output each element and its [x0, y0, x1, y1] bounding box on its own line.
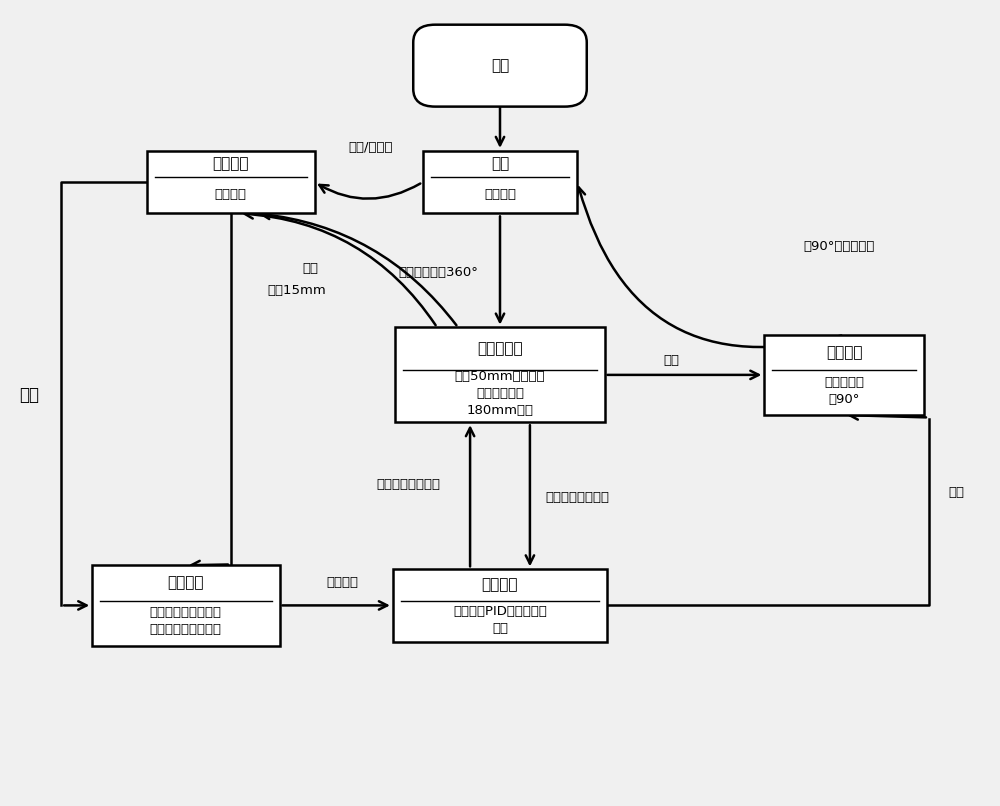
FancyBboxPatch shape: [92, 565, 280, 646]
Text: 硬碰: 硬碰: [19, 386, 39, 404]
Text: 原地转向，左沿墙顺
时针，右沿墙逆时针: 原地转向，左沿墙顺 时针，右沿墙逆时针: [150, 606, 222, 637]
Text: 与墙平行: 与墙平行: [326, 576, 358, 589]
FancyBboxPatch shape: [764, 334, 924, 415]
Text: 沿墙一侧信号丢失: 沿墙一侧信号丢失: [376, 479, 440, 492]
Text: 硬碰: 硬碰: [303, 262, 319, 275]
Text: 找墙: 找墙: [491, 156, 509, 172]
Text: 沿墙行走: 沿墙行走: [482, 577, 518, 592]
Text: 使用沿墙PID组计算轮速
运行: 使用沿墙PID组计算轮速 运行: [453, 604, 547, 635]
FancyBboxPatch shape: [147, 151, 315, 214]
Text: 向内侧找墙: 向内侧找墙: [477, 341, 523, 356]
FancyBboxPatch shape: [423, 151, 577, 214]
Text: 后退避开: 后退避开: [212, 156, 249, 172]
Text: 沿墙一侧信号找回: 沿墙一侧信号找回: [546, 492, 610, 505]
Text: 硬碰/软碰撞: 硬碰/软碰撞: [348, 141, 393, 154]
Text: 转90°完成或碰撞: 转90°完成或碰撞: [803, 240, 875, 253]
Text: 调整角度: 调整角度: [168, 575, 204, 591]
FancyBboxPatch shape: [395, 327, 605, 422]
Text: 直走50mm，然后向
沿墙一侧半径
180mm转向: 直走50mm，然后向 沿墙一侧半径 180mm转向: [455, 370, 545, 418]
Text: 全速直行: 全速直行: [484, 188, 516, 202]
Text: 全速后退: 全速后退: [215, 188, 247, 202]
Text: 找墙角度超过360°: 找墙角度超过360°: [398, 266, 478, 280]
FancyBboxPatch shape: [393, 569, 607, 642]
Text: 绕圈: 绕圈: [664, 354, 680, 367]
Text: 换墙转向: 换墙转向: [826, 345, 862, 360]
Text: 后退15mm: 后退15mm: [267, 284, 326, 297]
Text: 向无墙一侧
转90°: 向无墙一侧 转90°: [824, 376, 864, 406]
Text: 开始: 开始: [491, 58, 509, 73]
FancyBboxPatch shape: [413, 25, 587, 106]
Text: 绕圈: 绕圈: [949, 487, 965, 500]
